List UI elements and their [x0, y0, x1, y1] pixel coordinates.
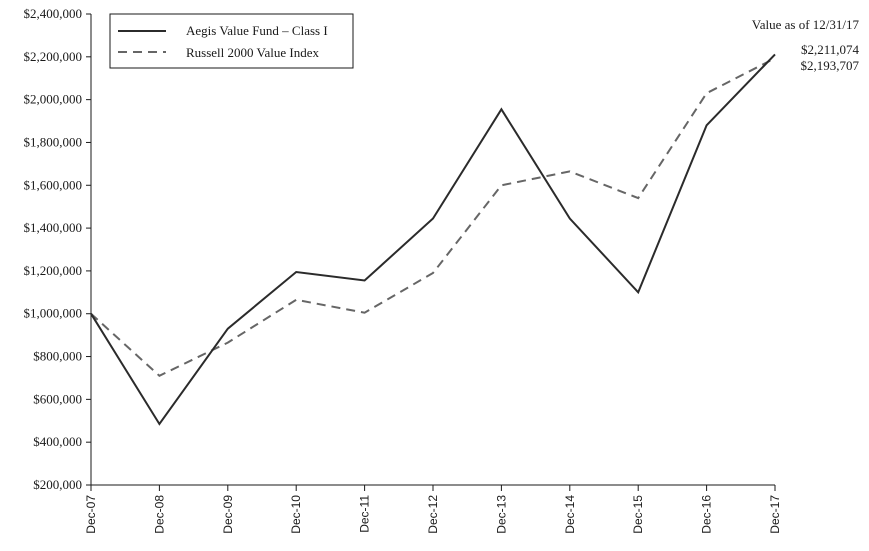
y-tick-label: $400,000: [33, 434, 82, 449]
y-tick-label: $1,000,000: [24, 306, 83, 321]
y-tick-label: $1,200,000: [24, 263, 83, 278]
legend-box: [109, 13, 354, 69]
y-tick-label: $1,800,000: [24, 134, 83, 149]
y-tick-label: $800,000: [33, 349, 82, 364]
y-tick-label: $2,000,000: [24, 92, 83, 107]
series-line-russell: [90, 57, 776, 377]
series-lines: [90, 53, 776, 426]
legend: Aegis Value Fund – Class I Russell 2000 …: [109, 13, 354, 69]
legend-label-aegis: Aegis Value Fund – Class I: [186, 23, 328, 38]
y-tick-label: $600,000: [33, 391, 82, 406]
y-tick-label: $2,400,000: [24, 6, 83, 21]
x-tick-label: Dec-17: [768, 495, 782, 534]
chart-axes: [90, 14, 775, 486]
legend-label-russell: Russell 2000 Value Index: [186, 45, 319, 60]
x-tick-label: Dec-07: [84, 495, 98, 534]
y-tick-label: $1,600,000: [24, 177, 83, 192]
annotation-value-aegis: $2,211,074: [801, 42, 860, 57]
x-tick-label: Dec-13: [494, 495, 508, 534]
y-tick-label: $1,400,000: [24, 220, 83, 235]
x-tick-label: Dec-12: [426, 495, 440, 534]
annotation-value-russell: $2,193,707: [801, 58, 860, 73]
x-tick-label: Dec-08: [152, 495, 166, 534]
x-tick-label: Dec-11: [358, 495, 372, 533]
y-tick-label: $200,000: [33, 477, 82, 492]
y-axis-ticks: $200,000 $400,000 $600,000 $800,000 $1,000,0…: [24, 6, 91, 492]
x-tick-label: Dec-16: [700, 495, 714, 534]
x-tick-label: Dec-14: [563, 495, 577, 534]
end-value-annotations: Value as of 12/31/17 $2,211,074 $2,193,7…: [752, 17, 860, 73]
y-tick-label: $2,200,000: [24, 49, 83, 64]
x-tick-label: Dec-09: [221, 495, 235, 534]
x-axis-ticks: Dec-07 Dec-08 Dec-09 Dec-10 Dec-11 Dec-12 Dec-…: [84, 485, 782, 534]
annotation-heading: Value as of 12/31/17: [752, 17, 860, 32]
x-tick-label: Dec-10: [289, 495, 303, 534]
series-line-aegis: [90, 53, 776, 426]
x-tick-label: Dec-15: [631, 495, 645, 534]
